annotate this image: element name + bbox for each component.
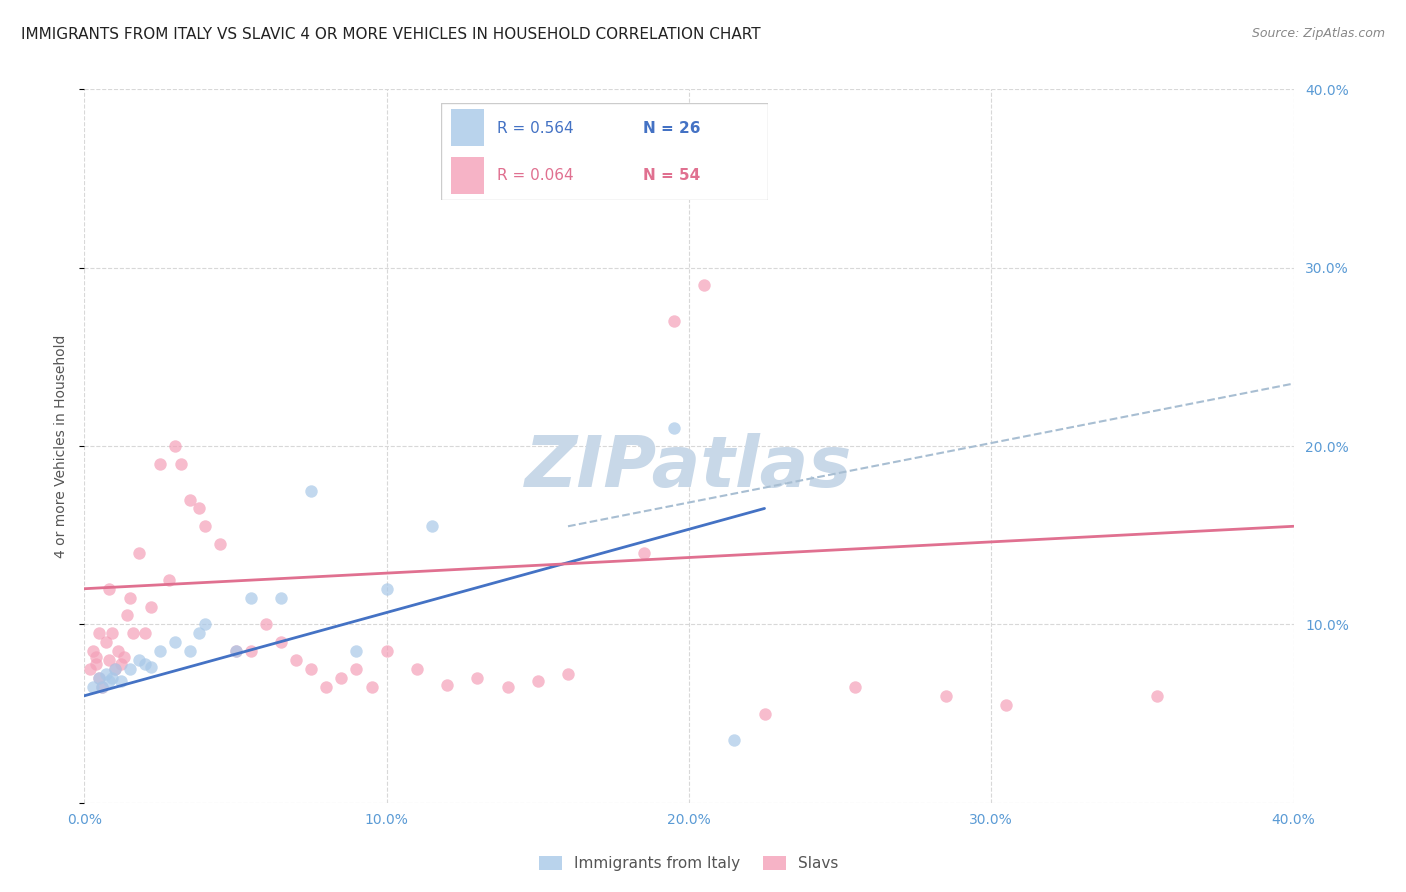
Point [436,678,458,692]
Point [299,662,322,676]
Point [527,674,550,689]
Point [104,662,127,676]
Point [179,644,201,658]
Point [270,591,292,605]
Point [165,439,187,453]
Point [285,653,308,667]
Point [112,649,135,664]
Point [110,657,132,671]
Text: Source: ZipAtlas.com: Source: ZipAtlas.com [1251,27,1385,40]
Point [149,457,172,471]
Point [157,573,180,587]
Point [375,644,398,658]
Point [633,546,655,560]
Point [225,644,247,658]
Point [375,582,398,596]
Point [467,671,489,685]
Point [360,680,382,694]
Point [94,635,117,649]
Point [1146,689,1168,703]
Point [254,617,277,632]
Point [89,671,111,685]
Point [662,314,685,328]
Point [115,608,138,623]
Point [330,671,353,685]
Point [995,698,1018,712]
Point [110,674,132,689]
Point [239,644,262,658]
Point [209,537,232,551]
Point [128,653,150,667]
Point [557,667,579,681]
Point [179,492,201,507]
Point [89,626,111,640]
Point [104,662,127,676]
Point [170,457,193,471]
Point [194,519,217,533]
Point [165,635,187,649]
Point [97,582,120,596]
Point [346,644,368,658]
Point [844,680,866,694]
Point [188,626,211,640]
Point [149,644,172,658]
Point [315,680,337,694]
Point [128,546,150,560]
Point [97,674,120,689]
Point [935,689,957,703]
Point [139,660,162,674]
Legend: Immigrants from Italy, Slavs: Immigrants from Italy, Slavs [533,850,845,877]
Point [97,653,120,667]
Text: ZIPatlas: ZIPatlas [526,433,852,502]
Point [299,483,322,498]
Point [91,680,114,694]
Point [662,421,685,435]
Point [723,733,745,747]
Point [94,667,117,681]
Point [346,662,368,676]
Text: IMMIGRANTS FROM ITALY VS SLAVIC 4 OR MORE VEHICLES IN HOUSEHOLD CORRELATION CHAR: IMMIGRANTS FROM ITALY VS SLAVIC 4 OR MOR… [21,27,761,42]
Point [270,635,292,649]
Point [82,680,104,694]
Point [239,591,262,605]
Point [406,662,429,676]
Point [754,706,776,721]
Point [89,671,111,685]
Point [82,644,104,658]
Point [107,644,129,658]
Point [225,644,247,658]
Point [420,519,443,533]
Point [79,662,101,676]
Point [194,617,217,632]
Point [496,680,519,694]
Y-axis label: 4 or more Vehicles in Household: 4 or more Vehicles in Household [55,334,69,558]
Point [139,599,162,614]
Point [100,671,122,685]
Point [134,657,156,671]
Point [100,626,122,640]
Point [118,591,141,605]
Point [118,662,141,676]
Point [134,626,156,640]
Point [121,626,143,640]
Point [188,501,211,516]
Point [86,649,108,664]
Point [693,278,716,293]
Point [91,680,114,694]
Point [86,657,108,671]
